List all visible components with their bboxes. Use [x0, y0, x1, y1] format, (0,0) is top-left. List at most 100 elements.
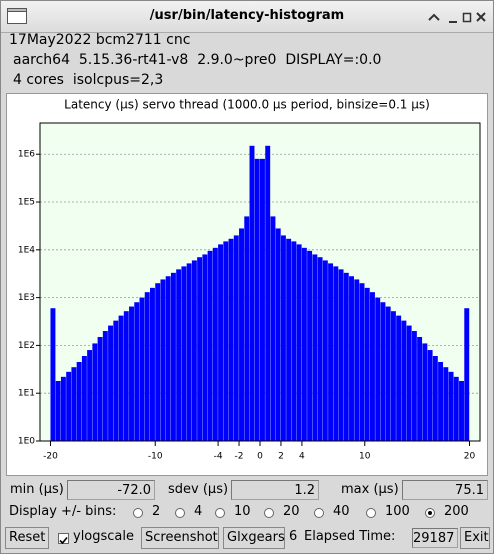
bar [66, 371, 72, 441]
bar [422, 343, 428, 441]
bar [291, 241, 297, 441]
glxgears-button[interactable]: Glxgears [223, 527, 285, 549]
screenshot-button[interactable]: Screenshot [141, 527, 219, 549]
elapsed-field: 29187 [412, 528, 458, 548]
bar [343, 272, 349, 441]
bar [270, 216, 276, 441]
app-icon [7, 8, 27, 24]
bar [307, 250, 313, 441]
radio-label[interactable]: 200 [444, 504, 469, 519]
bar [406, 325, 412, 441]
radio-label[interactable]: 100 [385, 504, 410, 519]
bar [218, 244, 224, 441]
window-title: /usr/bin/latency-histogram [149, 8, 345, 23]
bar [170, 272, 176, 441]
bar [92, 343, 98, 441]
bins-label: Display +/- bins: [9, 504, 117, 519]
radio-button[interactable] [366, 508, 376, 518]
bar [359, 283, 365, 441]
ylogscale-checkbox[interactable] [58, 533, 69, 545]
bar [432, 356, 438, 441]
bar [191, 260, 197, 441]
bar [296, 244, 302, 441]
x-tick-label: -4 [214, 452, 223, 462]
chart-title: Latency (μs) servo thread (1000.0 μs per… [64, 98, 430, 112]
elapsed-label: Elapsed Time: [304, 529, 396, 544]
bar [390, 311, 396, 441]
bar [448, 371, 454, 441]
bar [212, 247, 218, 441]
window-buttons[interactable] [425, 9, 489, 25]
stat-label: sdev (µs) [168, 482, 229, 497]
y-tick-label: 1E0 [18, 437, 35, 447]
stat-field[interactable]: 75.1 [402, 480, 488, 500]
bar [301, 247, 307, 441]
bar [233, 235, 239, 441]
bar [280, 235, 286, 441]
x-tick-label: 0 [257, 452, 263, 462]
radio-label[interactable]: 40 [333, 504, 350, 519]
bar [349, 276, 354, 441]
bar [322, 260, 328, 441]
bar [265, 145, 271, 442]
x-tick-label: 2 [278, 452, 284, 462]
radio-button[interactable] [314, 508, 324, 518]
stat-label: min (µs) [10, 482, 64, 497]
bar [411, 331, 417, 441]
bar [60, 376, 66, 441]
radio-button[interactable] [175, 508, 185, 518]
bar [453, 376, 459, 441]
bar [438, 361, 444, 441]
bar [129, 306, 134, 441]
bar [76, 361, 82, 441]
y-tick-label: 1E4 [18, 245, 35, 255]
bar [312, 254, 318, 441]
radio-label[interactable]: 10 [234, 504, 251, 519]
radio-label[interactable]: 20 [283, 504, 300, 519]
bar [338, 269, 344, 441]
info-line: 17May2022 bcm2711 cnc [9, 32, 191, 48]
y-tick-label: 1E2 [18, 341, 35, 351]
bar [55, 381, 61, 441]
bar [370, 292, 375, 441]
radio-label[interactable]: 4 [194, 504, 203, 519]
bar [380, 302, 386, 441]
bar [317, 257, 323, 441]
radio-button[interactable] [215, 508, 225, 518]
radio-button[interactable] [133, 508, 143, 518]
stat-field[interactable]: -72.0 [67, 480, 155, 500]
bar [134, 302, 140, 441]
bar [144, 292, 150, 441]
bar [260, 158, 265, 441]
bar [123, 311, 129, 441]
y-tick-label: 1E5 [18, 198, 35, 208]
bar [50, 308, 56, 441]
bar [417, 336, 423, 441]
y-tick-label: 1E3 [18, 293, 35, 303]
radio-button[interactable] [264, 508, 274, 518]
bar [364, 287, 370, 441]
ylogscale-label[interactable]: ylogscale [73, 529, 135, 544]
radio-label[interactable]: 2 [152, 504, 161, 519]
bar [113, 320, 119, 441]
stat-field[interactable]: 1.2 [231, 480, 319, 500]
exit-button[interactable]: Exit [460, 527, 490, 549]
bar [155, 283, 161, 441]
bar [396, 315, 402, 441]
bar [176, 269, 182, 441]
bar [328, 263, 334, 441]
bar [202, 254, 208, 441]
chart: Latency (μs) servo thread (1000.0 μs per… [6, 93, 488, 476]
title-bar: /usr/bin/latency-histogram [1, 1, 493, 33]
x-tick-label: -20 [43, 452, 58, 462]
bar [333, 266, 339, 441]
y-tick-label: 1E6 [18, 150, 35, 160]
check-mark [59, 536, 68, 545]
radio-button[interactable] [425, 508, 435, 518]
bar [375, 297, 381, 441]
reset-button[interactable]: Reset [5, 527, 49, 549]
bar [81, 356, 87, 441]
bar [139, 297, 145, 441]
bar [275, 228, 281, 441]
